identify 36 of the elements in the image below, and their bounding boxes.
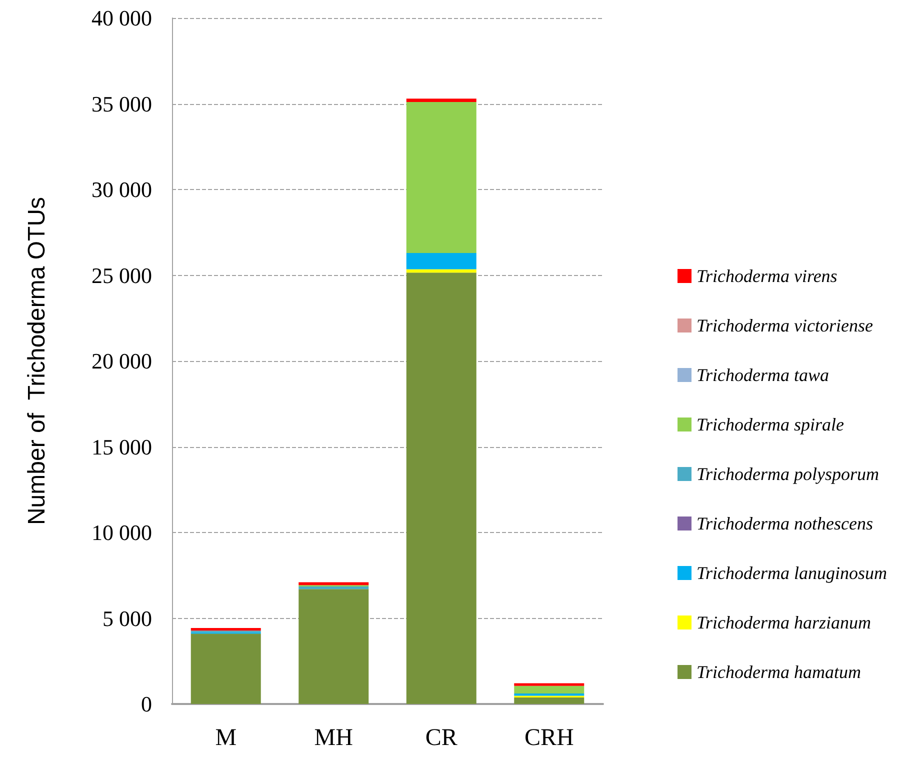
- legend-label: Trichoderma tawa: [696, 365, 830, 385]
- x-tick-label: MH: [314, 725, 353, 751]
- y-tick-label: 0: [141, 692, 152, 716]
- bar: [298, 589, 369, 704]
- x-tick-label: M: [215, 725, 237, 751]
- legend-label: Trichoderma virens: [696, 266, 838, 286]
- bar: [406, 252, 476, 270]
- y-tick-label: 10 000: [92, 520, 152, 545]
- bar: [190, 634, 261, 704]
- bar: [514, 686, 584, 694]
- y-tick-label: 40 000: [92, 6, 152, 30]
- bar: [514, 683, 584, 686]
- bar: [298, 582, 369, 586]
- legend-label: Trichoderma nothescens: [696, 514, 873, 534]
- bar: [406, 102, 476, 253]
- bar: [190, 628, 261, 631]
- y-tick-label: 25 000: [92, 262, 152, 288]
- legend-label: Trichoderma harzianum: [696, 612, 872, 632]
- bar: [298, 586, 369, 590]
- y-tick-label: 5 000: [102, 606, 152, 631]
- legend-label: Trichoderma polysporum: [696, 464, 880, 484]
- y-tick-label: 30 000: [92, 177, 152, 202]
- y-tick-label: 20 000: [92, 348, 152, 374]
- bar: [406, 269, 476, 273]
- legend-label: Trichoderma hamatum: [696, 662, 862, 682]
- y-tick-label: 35 000: [92, 91, 152, 116]
- bar: [514, 697, 584, 704]
- legend-label: Trichoderma victoriense: [696, 316, 873, 336]
- legend-label: Trichoderma lanuginosum: [696, 563, 888, 583]
- legend-label: Trichoderma spirale: [696, 414, 844, 434]
- bar: [406, 272, 476, 704]
- y-tick-label: 15 000: [92, 434, 152, 460]
- y-axis-title: Number of Trichoderma OTUs: [24, 196, 50, 526]
- x-tick-label: CR: [425, 725, 458, 751]
- x-tick-label: CRH: [524, 725, 574, 751]
- bar: [406, 98, 476, 102]
